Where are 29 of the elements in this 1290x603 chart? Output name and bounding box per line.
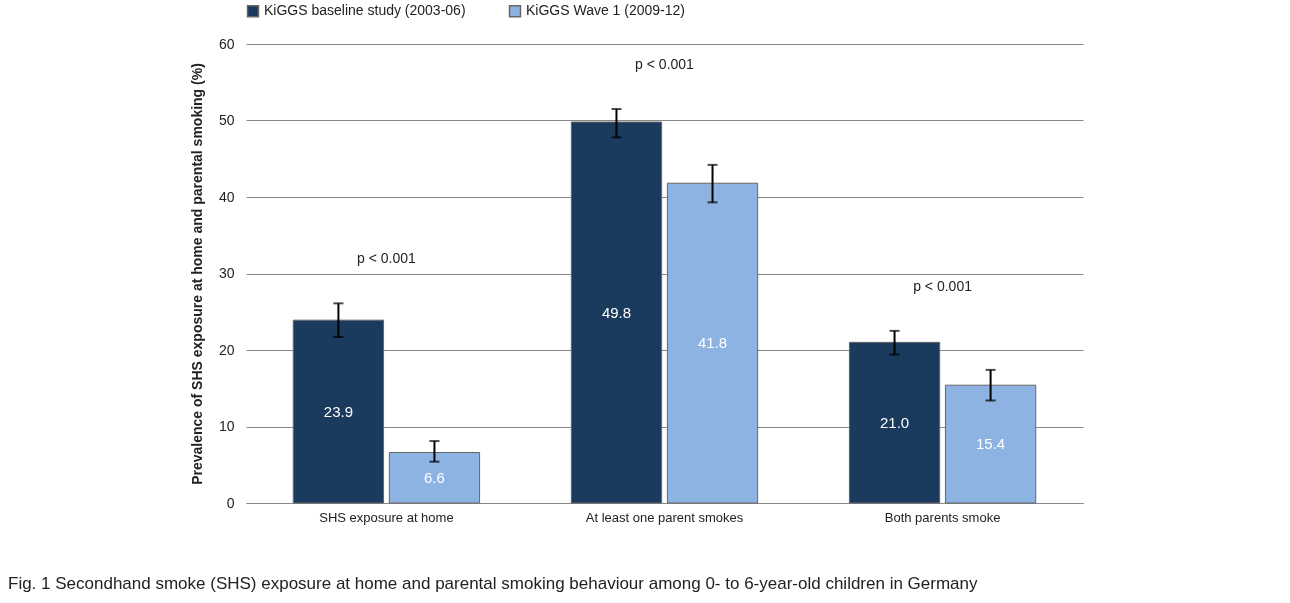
bar [292,319,385,504]
data-label: 6.6 [424,468,445,486]
x-tick-label: SHS exposure at home [319,509,454,525]
legend-label: KiGGS baseline study (2003-06) [264,2,466,19]
bar [848,341,941,504]
y-tick-label: 10 [218,418,235,434]
y-axis-title: Prevalence of SHS exposure at home and parental smoking (%) [188,63,205,485]
data-label: 21.0 [879,413,910,431]
caption: Fig. 1 Secondhand smoke (SHS) exposure at home and parental smoking behaviour among 0- to 6-year-old children in Germany [8,574,978,594]
annotation: p < 0.001 [357,250,417,267]
y-tick-label: 50 [218,112,235,128]
y-tick-label: 40 [218,188,235,205]
y-tick-label: 30 [218,265,235,281]
y-tick-label: 20 [218,341,235,358]
annotation: p < 0.001 [635,56,695,73]
data-label: 49.8 [601,303,632,321]
data-label: 41.8 [697,334,728,352]
legend-label: KiGGS Wave 1 (2009-12) [526,2,685,19]
x-tick-label: At least one parent smokes [585,509,744,525]
y-tick-label: 60 [218,35,235,52]
annotation: p < 0.001 [913,277,973,294]
bar [570,121,663,504]
bar [666,182,759,504]
y-tick-label: 0 [226,494,235,511]
data-label: 23.9 [323,402,354,420]
data-label: 15.4 [975,435,1006,453]
x-tick-label: Both parents smoke [884,509,1001,525]
bar [944,384,1037,504]
bar [388,452,481,504]
